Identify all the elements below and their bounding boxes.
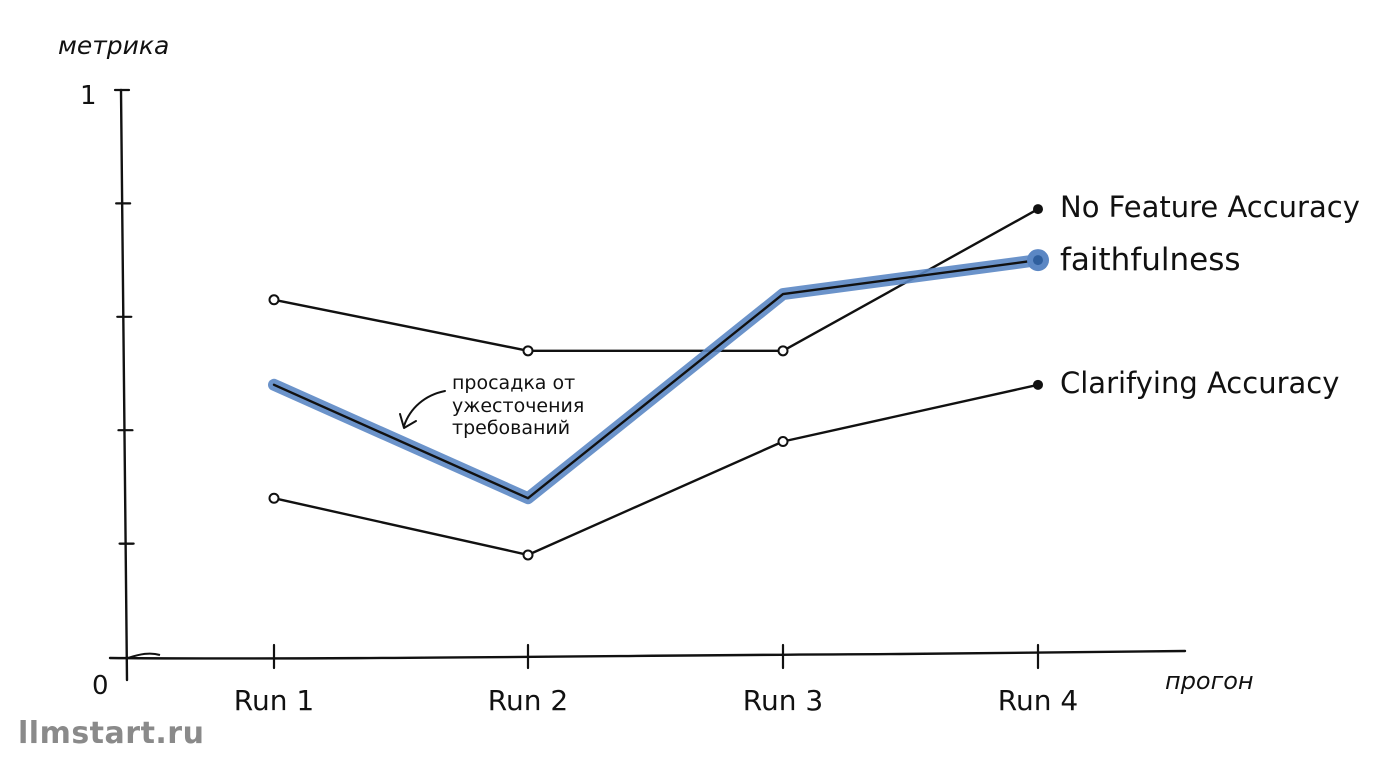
data-point	[1033, 204, 1043, 215]
x-tick-label: Run 4	[998, 684, 1078, 717]
x-axis-label: прогон	[1165, 667, 1254, 695]
data-point	[1033, 379, 1043, 390]
data-point	[777, 436, 789, 448]
data-point	[268, 492, 280, 504]
origin-squiggle	[127, 652, 161, 659]
data-point	[522, 345, 534, 357]
series-label: No Feature Accuracy	[1060, 190, 1360, 224]
y-ticks	[113, 88, 135, 545]
x-tick-label: Run 3	[743, 684, 823, 717]
series-label: faithfulness	[1060, 242, 1241, 278]
series-layer: No Feature Accuracy faithfulness Clarifyin…	[268, 190, 1360, 561]
data-point-center	[1033, 255, 1043, 266]
annotation-line-1: просадка от	[452, 372, 575, 394]
data-point	[777, 345, 789, 357]
x-ticks: Run 1 Run 2 Run 3 Run 4	[234, 643, 1078, 717]
annotation-arrow	[403, 390, 446, 427]
annotation-line-2: ужесточения	[452, 395, 584, 417]
series-line	[272, 383, 1040, 557]
series-line	[272, 258, 1040, 500]
y-tick-label-top: 1	[80, 81, 97, 111]
annotation: просадка от ужесточения требований	[399, 372, 584, 439]
data-point	[522, 549, 534, 561]
x-tick-label: Run 1	[234, 684, 314, 717]
series-highlight	[268, 254, 1044, 505]
x-tick-label: Run 2	[488, 684, 568, 717]
x-axis	[108, 649, 1187, 660]
annotation-arrow-head	[399, 413, 417, 429]
data-point	[268, 294, 280, 306]
y-axis	[119, 88, 129, 682]
series-label: Clarifying Accuracy	[1060, 366, 1339, 400]
annotation-line-3: требований	[452, 417, 570, 439]
watermark: llmstart.ru	[18, 716, 205, 751]
y-tick-label-zero: 0	[92, 671, 109, 701]
y-axis-label: метрика	[58, 31, 169, 60]
